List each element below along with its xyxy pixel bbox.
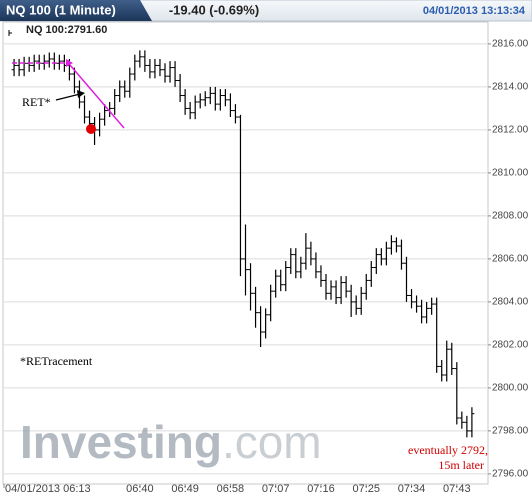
timestamp: 04/01/2013 13:13:34 [423, 5, 526, 17]
y-tick-label: 2800.00 [492, 383, 529, 394]
x-tick-label: 06:40 [126, 483, 154, 494]
header-tab [0, 0, 152, 21]
marker-dot [86, 124, 96, 134]
annotation: *RETracement [20, 354, 93, 368]
watermark-domain: .com [222, 416, 322, 468]
annotation: RET* [22, 95, 51, 109]
annotation-arrowhead [66, 59, 73, 67]
y-tick-label: 2806.00 [492, 254, 529, 265]
legend: NQ 100:2791.60 [26, 24, 107, 36]
x-tick-label: 07:07 [262, 483, 290, 494]
x-tick-label: 06:49 [171, 483, 199, 494]
bars [11, 50, 475, 438]
chart-title: NQ 100 (1 Minute) [6, 2, 116, 17]
annotations: RET* *RETracement eventually 2792, 15m l… [12, 59, 488, 472]
watermark-main: Investing [20, 416, 222, 468]
annotation-arrow [55, 93, 81, 101]
x-tick-label: 07:34 [398, 483, 426, 494]
annotation: eventually 2792, [408, 443, 488, 457]
y-tick-label: 2808.00 [492, 211, 529, 222]
price-change: -19.40 (-0.69%) [169, 2, 259, 17]
y-tick-label: 2810.00 [492, 168, 529, 179]
legend-icon [8, 30, 12, 36]
x-tick-label: 07:25 [352, 483, 380, 494]
annotation-arrowhead [77, 90, 85, 98]
x-tick-label: 07:43 [443, 483, 471, 494]
y-tick-label: 2816.00 [492, 39, 529, 50]
y-tick-label: 2798.00 [492, 426, 529, 437]
watermark: Investing.com [20, 416, 322, 468]
x-tick-label: 04/01/2013 06:13 [5, 483, 91, 494]
grid [3, 43, 488, 475]
y-tick-label: 2804.00 [492, 297, 529, 308]
retracement-line [69, 64, 125, 129]
y-tick-label: 2802.00 [492, 340, 529, 351]
y-tick-label: 2812.00 [492, 125, 529, 136]
x-tick-label: 06:58 [217, 483, 245, 494]
y-tick-label: 2814.00 [492, 82, 529, 93]
axes: 2796.00 2798.00 2800.00 2802.00 2804.00 2806.… [3, 39, 529, 494]
annotation: 15m later [438, 458, 484, 472]
y-tick-label: 2796.00 [492, 469, 529, 480]
x-tick-label: 07:16 [307, 483, 335, 494]
